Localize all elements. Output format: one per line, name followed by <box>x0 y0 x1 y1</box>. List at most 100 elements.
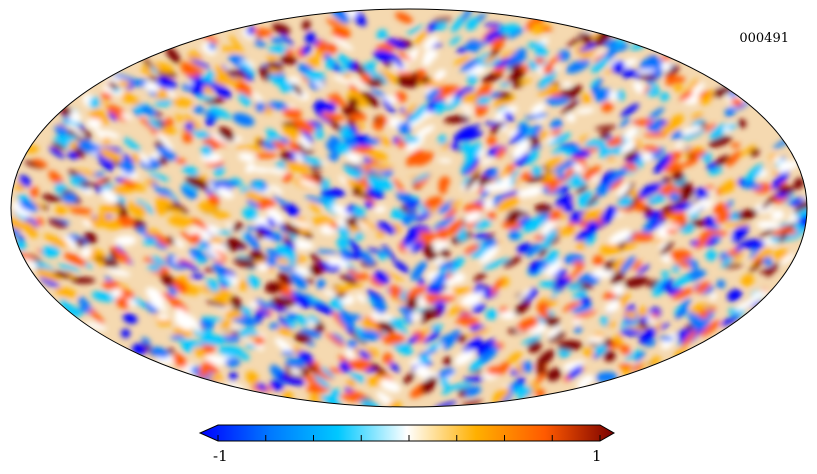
field-blob <box>433 400 458 407</box>
field-blob <box>567 283 583 291</box>
field-blob <box>731 223 749 243</box>
field-blob <box>259 66 270 77</box>
field-blob <box>285 358 306 368</box>
field-blob <box>266 168 287 175</box>
field-blob <box>608 166 629 185</box>
field-blob <box>521 361 533 373</box>
field-blob <box>594 343 607 355</box>
field-blob <box>309 252 322 264</box>
field-blob <box>315 249 339 255</box>
field-blob <box>266 217 276 228</box>
field-blob <box>549 234 560 246</box>
field-blob <box>546 160 570 169</box>
field-blob <box>277 372 286 381</box>
field-blob <box>524 112 549 120</box>
field-blob <box>377 72 389 85</box>
field-blob <box>205 117 215 127</box>
field-blob <box>262 142 277 150</box>
field-blob <box>673 84 684 92</box>
field-blob <box>69 207 93 215</box>
field-blob <box>204 267 215 273</box>
field-blob <box>735 297 759 311</box>
field-blob <box>703 216 716 229</box>
field-blob <box>521 334 543 345</box>
field-blob <box>254 181 263 191</box>
field-blob <box>362 62 378 79</box>
field-blob <box>514 300 531 315</box>
field-blob <box>354 231 364 241</box>
field-blob <box>720 255 734 268</box>
field-blob <box>328 117 345 135</box>
field-blob <box>463 376 485 383</box>
field-blob <box>115 296 130 309</box>
field-blob <box>439 248 450 258</box>
field-blob <box>270 297 296 309</box>
field-blob <box>660 252 671 264</box>
field-blob <box>233 257 257 269</box>
field-blob <box>372 121 384 131</box>
field-blob <box>297 350 314 364</box>
field-blob <box>102 280 120 290</box>
field-blob <box>640 315 649 324</box>
field-blob <box>75 238 85 248</box>
field-blob <box>444 207 458 220</box>
field-blob <box>305 195 327 204</box>
field-blob <box>167 215 194 228</box>
field-blob <box>636 68 656 75</box>
field-blob <box>376 29 388 40</box>
field-blob <box>716 279 726 289</box>
field-blob <box>286 312 298 321</box>
field-blob <box>266 61 285 71</box>
field-blob <box>140 105 157 117</box>
field-blob <box>670 249 692 261</box>
field-blob <box>708 135 733 148</box>
field-blob <box>254 40 267 47</box>
field-blob <box>269 322 281 330</box>
field-blob <box>572 163 584 173</box>
field-blob <box>117 80 131 87</box>
field-blob <box>643 206 653 217</box>
field-blob <box>193 130 211 139</box>
field-blob <box>217 345 244 357</box>
field-blob <box>665 65 680 77</box>
field-blob <box>212 211 231 219</box>
field-blob <box>165 46 181 64</box>
field-blob <box>772 225 789 238</box>
field-blob <box>293 266 312 276</box>
field-blob <box>344 220 355 227</box>
field-blob <box>482 167 493 179</box>
field-blob <box>216 187 234 199</box>
field-blob <box>410 241 424 253</box>
field-blob <box>255 230 265 240</box>
field-blob <box>704 123 717 133</box>
field-blob <box>151 181 166 199</box>
field-blob <box>637 74 658 81</box>
field-blob <box>240 352 250 361</box>
field-blob <box>180 65 199 78</box>
field-blob <box>490 278 504 296</box>
field-blob <box>307 315 321 323</box>
field-blob <box>445 102 456 111</box>
field-blob <box>49 147 65 159</box>
field-blob <box>35 217 44 226</box>
field-blob <box>380 379 401 393</box>
field-blob <box>182 131 194 144</box>
field-blob <box>439 86 454 98</box>
field-blob <box>691 112 704 121</box>
field-blob <box>438 183 448 195</box>
field-blob <box>706 162 717 170</box>
field-blob <box>148 172 170 182</box>
field-pattern <box>11 9 807 407</box>
field-blob <box>343 136 358 149</box>
field-blob <box>325 57 335 70</box>
field-blob <box>397 122 412 135</box>
field-blob <box>538 247 548 258</box>
field-blob <box>156 319 164 327</box>
field-blob <box>551 228 578 236</box>
field-blob <box>277 326 294 336</box>
field-blob <box>175 113 184 123</box>
field-blob <box>427 200 446 215</box>
field-blob <box>141 337 151 346</box>
field-blob <box>720 179 737 194</box>
field-blob <box>282 126 302 140</box>
